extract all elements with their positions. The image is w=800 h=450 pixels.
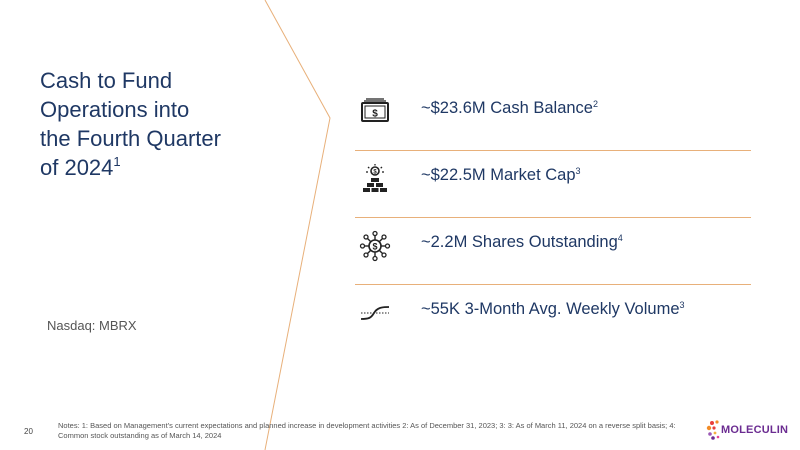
- shares-network-icon: $: [359, 230, 391, 262]
- title-line-1: Cash to Fund: [40, 68, 173, 93]
- stat-shares-outstanding-label: ~2.2M Shares Outstanding: [421, 233, 618, 251]
- stats-list: $ ~$23.6M Cash Balance2 $: [355, 84, 751, 351]
- svg-text:$: $: [372, 242, 377, 252]
- stat-cash-balance: $ ~$23.6M Cash Balance2: [355, 84, 751, 151]
- logo-wordmark: MOLECULIN: [721, 424, 789, 436]
- ticker-label: Nasdaq: MBRX: [47, 318, 137, 333]
- title-footnote: 1: [113, 154, 121, 169]
- stat-cash-balance-label: ~$23.6M Cash Balance: [421, 99, 593, 117]
- stat-shares-outstanding: $: [355, 218, 751, 285]
- stat-market-cap-note: 3: [575, 166, 581, 176]
- stat-market-cap-label: ~$22.5M Market Cap: [421, 166, 576, 184]
- stat-market-cap: $ ~$22.5M Market Cap3: [355, 151, 751, 218]
- stat-weekly-volume-note: 3: [679, 300, 685, 310]
- svg-text:$: $: [372, 109, 378, 120]
- stat-weekly-volume-label: ~55K 3-Month Avg. Weekly Volume: [421, 300, 680, 318]
- stat-shares-outstanding-note: 4: [617, 233, 623, 243]
- page-number: 20: [24, 427, 33, 436]
- volume-curve-icon: [359, 297, 391, 329]
- title-line-3: the Fourth Quarter: [40, 126, 221, 151]
- title-line-2: Operations into: [40, 97, 190, 122]
- stat-weekly-volume: ~55K 3-Month Avg. Weekly Volume3: [355, 285, 751, 351]
- cash-icon: $: [359, 96, 391, 128]
- slide-title: Cash to Fund Operations into the Fourth …: [40, 66, 290, 182]
- company-logo: MOLECULIN: [705, 418, 795, 442]
- svg-text:$: $: [373, 170, 377, 176]
- footnotes: Notes: 1: Based on Management’s current …: [58, 421, 676, 440]
- molecule-logo-icon: [706, 420, 720, 440]
- market-cap-icon: $: [359, 163, 391, 195]
- stat-cash-balance-note: 2: [593, 99, 599, 109]
- title-line-4: of 2024: [40, 155, 114, 180]
